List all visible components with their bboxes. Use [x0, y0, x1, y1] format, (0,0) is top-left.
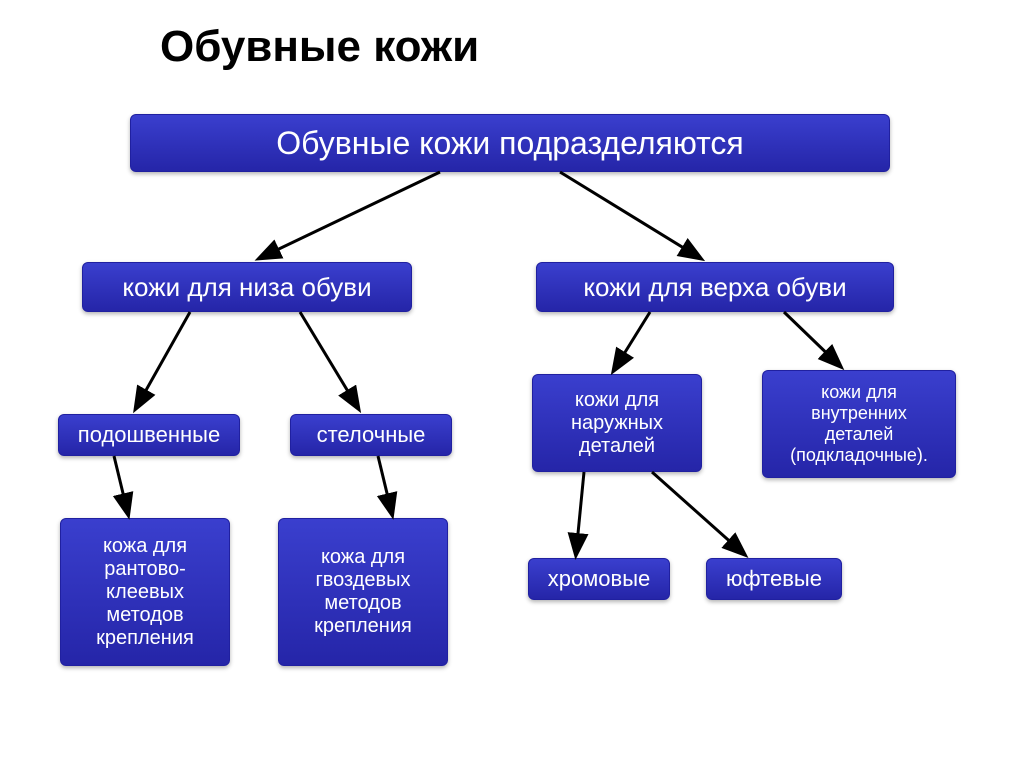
page-title: Обувные кожи: [160, 22, 479, 72]
node-outer: кожи для наружных деталей: [532, 374, 702, 472]
node-insole: стелочные: [290, 414, 452, 456]
node-rant: кожа для рантово-клеевых методов креплен…: [60, 518, 230, 666]
node-root: Обувные кожи подразделяются: [130, 114, 890, 172]
node-upper-label: кожи для верха обуви: [583, 272, 846, 303]
node-nail-label: кожа для гвоздевых методов крепления: [291, 546, 435, 638]
node-insole-label: стелочные: [317, 422, 426, 448]
node-rant-label: кожа для рантово-клеевых методов креплен…: [73, 535, 217, 650]
node-yuft-label: юфтевые: [726, 566, 822, 592]
node-inner-label: кожи для внутренних деталей (подкладочны…: [775, 382, 943, 466]
node-chrome-label: хромовые: [548, 566, 651, 592]
node-sole-label: подошвенные: [78, 422, 220, 448]
node-lower: кожи для низа обуви: [82, 262, 412, 312]
node-lower-label: кожи для низа обуви: [122, 272, 371, 303]
node-upper: кожи для верха обуви: [536, 262, 894, 312]
node-sole: подошвенные: [58, 414, 240, 456]
node-yuft: юфтевые: [706, 558, 842, 600]
node-inner: кожи для внутренних деталей (подкладочны…: [762, 370, 956, 478]
node-root-label: Обувные кожи подразделяются: [276, 125, 743, 162]
node-outer-label: кожи для наружных деталей: [545, 389, 689, 458]
node-nail: кожа для гвоздевых методов крепления: [278, 518, 448, 666]
node-chrome: хромовые: [528, 558, 670, 600]
